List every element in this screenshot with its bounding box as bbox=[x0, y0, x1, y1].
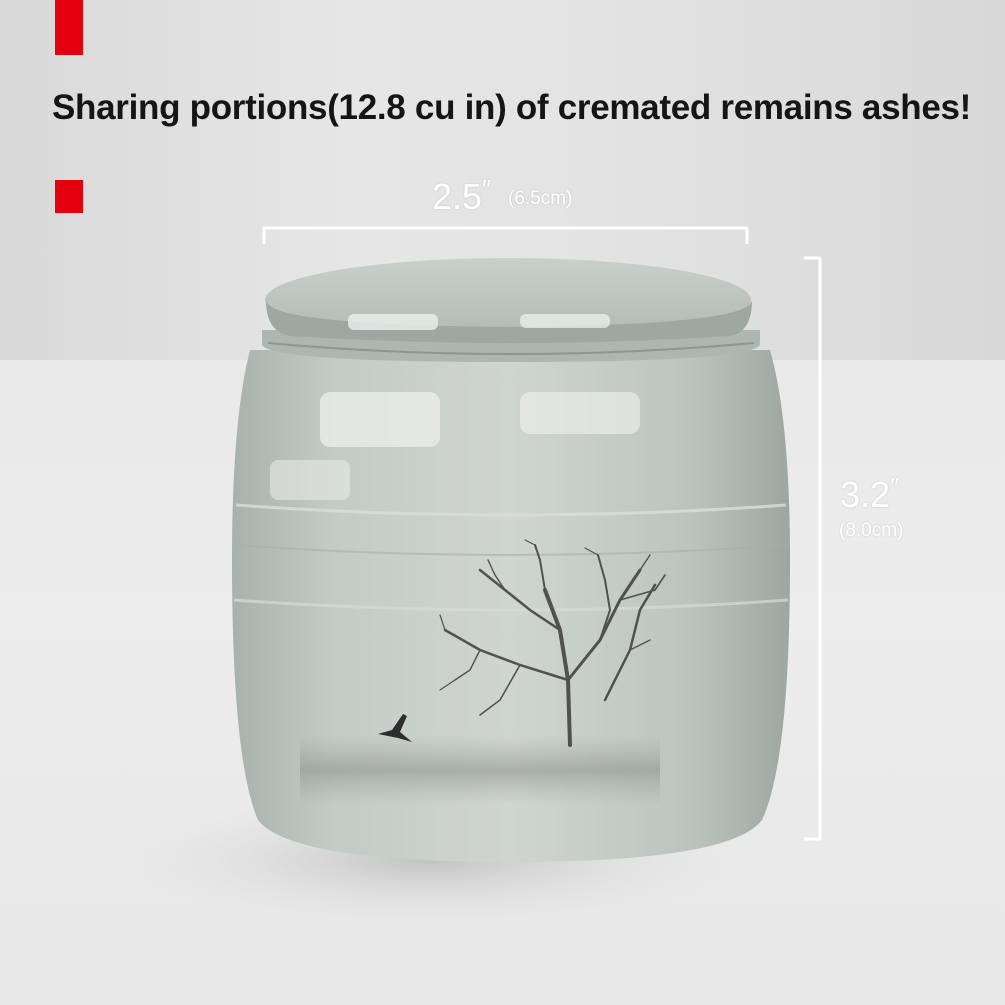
tree-illustration bbox=[439, 539, 666, 747]
width-inches: 2.5 bbox=[432, 176, 483, 217]
width-dimension-line bbox=[262, 226, 749, 244]
jar-lid bbox=[262, 258, 760, 362]
height-inches: 3.2 bbox=[840, 474, 891, 515]
jar-body bbox=[232, 350, 790, 862]
headline: Sharing portions(12.8 cu in) of cremated… bbox=[52, 88, 972, 127]
height-dimension-line bbox=[804, 256, 822, 841]
accent-marker-middle bbox=[55, 180, 83, 213]
width-inch-mark: ″ bbox=[482, 174, 493, 204]
height-metric: (8.0cm) bbox=[839, 520, 904, 541]
width-value: 2.5″ bbox=[432, 174, 493, 218]
accent-marker-top bbox=[55, 0, 83, 55]
height-value: 3.2″ bbox=[840, 472, 901, 516]
flying-bird-illustration bbox=[378, 714, 412, 742]
height-inch-mark: ″ bbox=[890, 472, 901, 502]
width-metric: (6.5cm) bbox=[508, 188, 573, 209]
